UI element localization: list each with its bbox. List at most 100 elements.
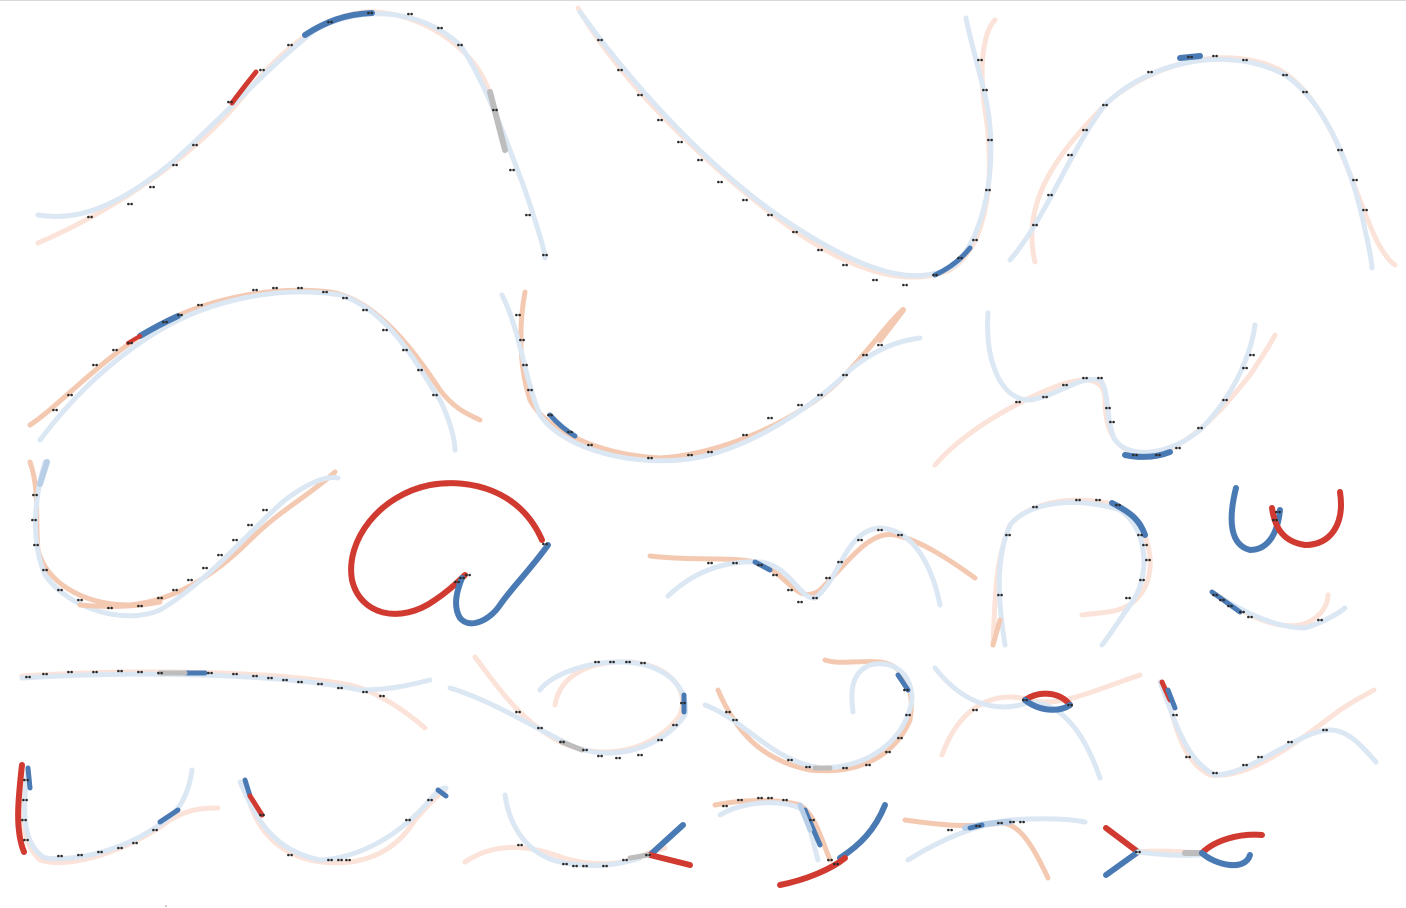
strand-path — [25, 765, 33, 791]
strand-pair-04 — [27, 286, 483, 453]
strand-path — [895, 672, 911, 693]
strand-path — [996, 500, 1147, 648]
strand-marker — [459, 576, 465, 580]
strand-marker — [647, 456, 653, 460]
strand-marker — [597, 38, 603, 42]
strand-path — [15, 762, 27, 855]
strand-path — [702, 661, 915, 771]
strand-marker — [645, 853, 651, 857]
strand-marker — [23, 778, 29, 782]
strand-marker — [33, 543, 39, 547]
strand-path — [1122, 449, 1173, 460]
strand-marker — [997, 821, 1003, 825]
strand-marker — [509, 168, 515, 172]
strand-marker — [77, 598, 83, 602]
strand-marker — [1015, 400, 1021, 404]
strand-marker — [57, 588, 63, 592]
strand-marker — [977, 58, 983, 62]
strand-marker — [842, 263, 848, 267]
strand-marker — [1317, 618, 1323, 622]
strand-marker — [1185, 755, 1191, 759]
stray-mark — [165, 905, 167, 907]
strand-path — [715, 657, 914, 774]
strand-marker — [792, 230, 798, 234]
strand-marker — [547, 413, 553, 417]
strand-path — [499, 292, 923, 464]
strand-marker — [137, 670, 143, 674]
strand-pair-07 — [27, 459, 341, 619]
strand-path — [22, 765, 195, 862]
strand-marker — [162, 320, 168, 324]
strand-marker — [382, 328, 388, 332]
strand-path — [647, 531, 978, 598]
strand-marker — [367, 11, 373, 15]
strand-marker — [637, 753, 643, 757]
strand-marker — [957, 256, 963, 260]
strand-marker — [1247, 615, 1253, 619]
strand-marker — [672, 723, 678, 727]
strand-pair-12 — [1209, 589, 1348, 631]
strand-path — [502, 792, 643, 868]
strand-marker — [1139, 578, 1145, 582]
strand-marker — [345, 858, 351, 862]
strand-marker — [932, 273, 938, 277]
strand-marker — [1322, 728, 1328, 732]
strand-marker — [1227, 604, 1233, 608]
strand-marker — [1302, 90, 1308, 94]
strand-marker — [137, 604, 143, 608]
strand-pair-20 — [462, 792, 693, 868]
strand-marker — [157, 596, 163, 600]
strand-marker — [1047, 193, 1053, 197]
strand-marker — [259, 68, 265, 72]
strand-marker — [1109, 420, 1115, 424]
strand-marker — [622, 858, 628, 862]
strand-marker — [454, 580, 460, 584]
strand-path — [1103, 825, 1141, 855]
strand-marker — [117, 669, 123, 673]
strand-pair-17 — [1157, 679, 1379, 778]
strand-marker — [132, 841, 138, 845]
strand-marker — [519, 338, 525, 342]
strand-path — [797, 802, 813, 833]
strand-marker — [972, 238, 978, 242]
strand-pair-09 — [647, 525, 978, 608]
strand-path — [27, 459, 338, 608]
strand-marker — [742, 198, 748, 202]
strand-marker — [562, 862, 568, 866]
strand-marker — [1272, 518, 1278, 522]
strand-marker — [1197, 426, 1203, 430]
strand-marker — [1132, 453, 1138, 457]
strand-marker — [827, 858, 833, 862]
strand-marker — [23, 838, 29, 842]
strand-path — [1022, 697, 1073, 713]
strand-marker — [1239, 610, 1245, 614]
strand-pair-18 — [15, 762, 221, 866]
strand-path — [77, 599, 163, 609]
strand-marker — [1062, 383, 1068, 387]
strand-marker — [1022, 698, 1028, 702]
strand-marker — [252, 288, 258, 292]
strand-marker — [31, 518, 37, 522]
strand-path — [647, 822, 686, 858]
strand-marker — [252, 674, 258, 678]
strand-marker — [1042, 395, 1048, 399]
strand-marker — [1155, 453, 1161, 457]
strand-marker — [972, 708, 978, 712]
strand-path — [985, 310, 1258, 455]
strand-marker — [117, 846, 123, 850]
strand-marker — [902, 283, 908, 287]
strand-marker — [1242, 58, 1248, 62]
strand-marker — [327, 858, 333, 862]
strand-marker — [1142, 543, 1148, 547]
strand-pair-13 — [19, 669, 433, 731]
strand-marker — [1032, 223, 1038, 227]
strand-marker — [1067, 703, 1073, 707]
strand-marker — [232, 538, 238, 542]
strand-marker — [587, 443, 593, 447]
strand-marker — [402, 348, 408, 352]
strand-path — [932, 245, 973, 278]
strand-marker — [492, 108, 498, 112]
strand-marker — [897, 736, 903, 740]
strand-path — [19, 669, 428, 731]
strand-path — [1177, 53, 1203, 61]
